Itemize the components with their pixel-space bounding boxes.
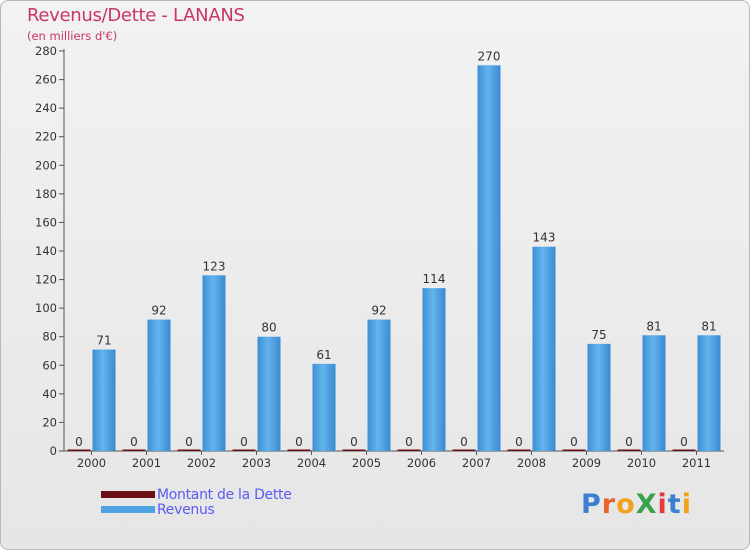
bar-revenus <box>642 335 666 451</box>
legend-swatch-revenus <box>101 506 155 513</box>
data-label-revenus: 80 <box>261 321 276 335</box>
y-tick-label: 60 <box>42 358 57 372</box>
x-tick-label: 2009 <box>572 456 601 470</box>
bar-revenus <box>367 319 391 451</box>
x-tick-label: 2004 <box>297 456 326 470</box>
chart-subtitle: (en milliers d'€) <box>27 29 118 43</box>
logo-letter: i <box>681 489 692 520</box>
data-label-revenus: 61 <box>316 348 331 362</box>
y-tick-label: 260 <box>35 73 57 87</box>
y-tick-label: 100 <box>35 301 57 315</box>
bar-revenus <box>587 343 611 451</box>
y-tick-label: 0 <box>50 444 57 458</box>
data-label-revenus: 123 <box>203 259 226 273</box>
data-label-revenus: 81 <box>701 319 716 333</box>
data-label-dette: 0 <box>295 435 303 449</box>
bar-dette <box>397 449 421 451</box>
data-label-dette: 0 <box>240 435 248 449</box>
bar-revenus <box>202 275 226 451</box>
bar-dette <box>67 449 91 451</box>
data-label-revenus: 143 <box>533 231 556 245</box>
bar-dette <box>232 449 256 451</box>
bar-revenus <box>532 246 556 451</box>
y-tick-label: 20 <box>42 415 57 429</box>
x-tick-label: 2006 <box>407 456 436 470</box>
legend-label-dette: Montant de la Dette <box>157 486 292 503</box>
logo-letter: X <box>635 489 658 520</box>
y-tick-label: 40 <box>42 387 57 401</box>
x-tick-label: 2010 <box>627 456 656 470</box>
bar-dette <box>122 449 146 451</box>
data-label-dette: 0 <box>350 435 358 449</box>
x-tick-label: 2002 <box>187 456 216 470</box>
logo-letter: o <box>616 489 636 520</box>
data-label-dette: 0 <box>515 435 523 449</box>
legend: Montant de la Dette Revenus <box>101 486 292 518</box>
bar-dette <box>177 449 201 451</box>
data-label-dette: 0 <box>680 435 688 449</box>
x-tick-label: 2011 <box>682 456 711 470</box>
data-label-revenus: 92 <box>371 304 386 318</box>
legend-item-revenus: Revenus <box>101 501 292 518</box>
y-tick-label: 220 <box>35 130 57 144</box>
proxiti-logo: ProXiti <box>581 489 692 520</box>
y-tick-label: 180 <box>35 187 57 201</box>
bar-revenus <box>257 336 281 451</box>
bar-dette <box>617 449 641 451</box>
y-tick-label: 120 <box>35 273 57 287</box>
y-tick-label: 80 <box>42 330 57 344</box>
bar-dette <box>342 449 366 451</box>
y-tick-label: 280 <box>35 44 57 58</box>
data-label-revenus: 75 <box>591 328 606 342</box>
bar-revenus <box>147 319 171 451</box>
x-tick-label: 2005 <box>352 456 381 470</box>
data-label-dette: 0 <box>185 435 193 449</box>
bar-revenus <box>312 363 336 451</box>
data-label-dette: 0 <box>130 435 138 449</box>
data-label-dette: 0 <box>570 435 578 449</box>
data-label-revenus: 270 <box>478 49 501 63</box>
data-label-revenus: 81 <box>646 319 661 333</box>
bar-dette <box>452 449 476 451</box>
bar-dette <box>672 449 696 451</box>
data-label-dette: 0 <box>75 435 83 449</box>
bar-revenus <box>697 335 721 451</box>
bar-dette <box>507 449 531 451</box>
data-label-revenus: 114 <box>423 272 446 286</box>
legend-label-revenus: Revenus <box>157 501 215 518</box>
data-label-dette: 0 <box>405 435 413 449</box>
x-tick-label: 2000 <box>77 456 106 470</box>
bar-dette <box>562 449 586 451</box>
bar-dette <box>287 449 311 451</box>
y-tick-label: 200 <box>35 158 57 172</box>
bar-revenus <box>422 288 446 451</box>
data-label-revenus: 71 <box>96 334 111 348</box>
legend-item-dette: Montant de la Dette <box>101 486 292 503</box>
y-tick-label: 160 <box>35 215 57 229</box>
chart-title: Revenus/Dette - LANANS <box>27 5 245 26</box>
bar-revenus <box>477 65 501 452</box>
logo-letter: r <box>601 489 617 520</box>
logo-letter: i <box>657 489 668 520</box>
data-label-dette: 0 <box>625 435 633 449</box>
x-tick-label: 2008 <box>517 456 546 470</box>
logo-letter: t <box>667 489 682 520</box>
y-tick-label: 240 <box>35 101 57 115</box>
legend-swatch-dette <box>101 491 155 498</box>
data-label-revenus: 92 <box>151 304 166 318</box>
data-label-dette: 0 <box>460 435 468 449</box>
x-tick-label: 2001 <box>132 456 161 470</box>
x-tick-label: 2003 <box>242 456 271 470</box>
bar-revenus <box>92 349 116 451</box>
x-tick-label: 2007 <box>462 456 491 470</box>
logo-letter: P <box>581 489 602 520</box>
y-tick-label: 140 <box>35 244 57 258</box>
